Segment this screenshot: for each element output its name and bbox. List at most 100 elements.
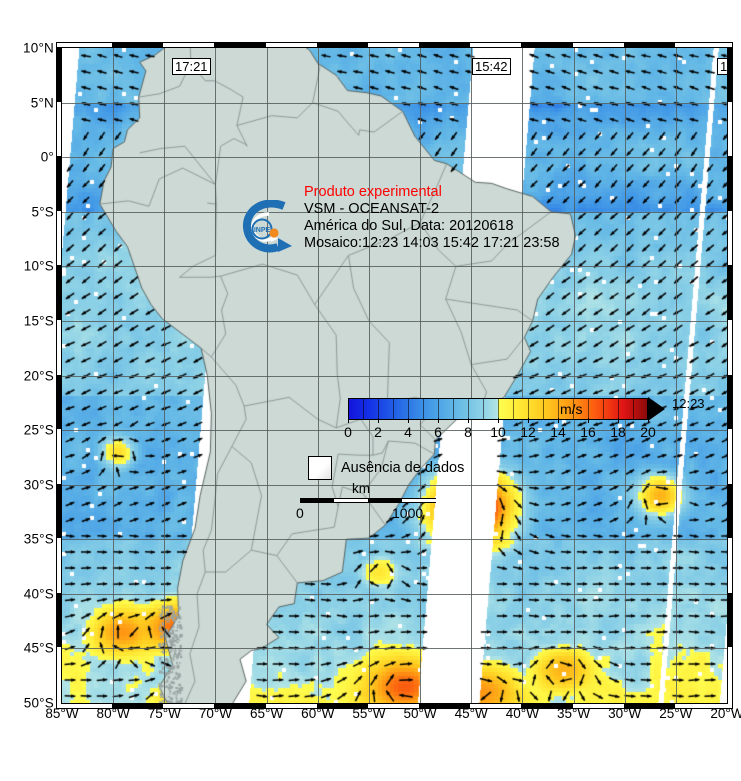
- x-axis-labels: 85°W 80°W 75°W 70°W 65°W 60°W 55°W 50°W 45°W 40°W…: [0, 706, 741, 736]
- colorbar-divider: [363, 398, 364, 420]
- region-date-line: América do Sul, Data: 20120618: [304, 218, 568, 235]
- frame-tick-segment: [728, 47, 733, 102]
- x-axis-tick-label: 75°W: [148, 706, 181, 721]
- colorbar-tick-label: 2: [374, 424, 382, 440]
- frame-tick-segment: [56, 156, 61, 211]
- scale-bar-segments: [300, 498, 436, 503]
- colorbar-tick-label: 20: [640, 424, 656, 440]
- frame-tick-segment: [112, 42, 163, 47]
- no-data-label: Ausência de dados: [341, 460, 464, 476]
- y-axis-tick-label: 15°S: [24, 313, 54, 328]
- frame-tick-segment: [56, 47, 61, 102]
- y-axis-labels: 10°N 5°N 0° 5°S 10°S 15°S 20°S 25°S 30°S 35°S 40°S…: [0, 0, 54, 781]
- x-axis-tick-label: 45°W: [455, 706, 488, 721]
- x-axis-tick-label: 35°W: [557, 706, 590, 721]
- frame-tick-segment: [214, 42, 265, 47]
- frame-tick-segment: [728, 265, 733, 320]
- y-axis-tick-label: 0°: [41, 150, 54, 165]
- inpe-logo-icon: INPE: [238, 200, 302, 256]
- info-panel: INPE Produto experimental VSM - OCEANSAT…: [238, 184, 568, 252]
- colorbar-tick-mark: [558, 418, 559, 423]
- colorbar-arrow-icon: [648, 397, 665, 421]
- colorbar-divider: [453, 398, 454, 420]
- x-axis-tick-label: 20°W: [710, 706, 741, 721]
- colorbar-tick-label: 14: [550, 424, 566, 440]
- swath-time-label: 17:21: [172, 58, 211, 75]
- colorbar-divider: [423, 398, 424, 420]
- x-axis-tick-label: 70°W: [199, 706, 232, 721]
- colorbar-divider: [603, 398, 604, 420]
- frame-tick-segment: [56, 265, 61, 320]
- colorbar-divider: [438, 398, 439, 420]
- frame-tick-segment: [624, 42, 675, 47]
- swath-time-labels: 17:2115:421423:5812:23: [62, 48, 727, 703]
- colorbar-divider: [378, 398, 379, 420]
- colorbar-tick-mark: [408, 418, 409, 423]
- colorbar-divider: [513, 398, 514, 420]
- colorbar-divider: [558, 398, 559, 420]
- scale-seg: [368, 498, 402, 503]
- colorbar-tick-label: 16: [580, 424, 596, 440]
- colorbar-tick-mark: [468, 418, 469, 423]
- colorbar-tick-mark: [528, 418, 529, 423]
- y-axis-tick-label: 5°N: [31, 95, 54, 110]
- no-data-swatch: [308, 456, 332, 480]
- scale-seg: [402, 498, 436, 503]
- colorbar-tick-label: 4: [404, 424, 412, 440]
- colorbar-tick-label: 6: [434, 424, 442, 440]
- no-data-legend: Ausência de dados: [308, 456, 464, 480]
- y-axis-tick-label: 5°S: [31, 204, 54, 219]
- colorbar-tick-mark: [588, 418, 589, 423]
- colorbar-tick-label: 8: [464, 424, 472, 440]
- frame-tick-segment: [56, 484, 61, 539]
- colorbar-tick-mark: [618, 418, 619, 423]
- colorbar-divider: [483, 398, 484, 420]
- colorbar-tick-mark: [498, 418, 499, 423]
- frame-tick-segment: [56, 593, 61, 648]
- swath-time-label: 15:42: [472, 58, 511, 75]
- svg-text:INPE: INPE: [254, 227, 271, 234]
- x-axis-tick-label: 40°W: [506, 706, 539, 721]
- scale-bar-start: 0: [296, 505, 304, 521]
- colorbar-tick-label: 10: [490, 424, 506, 440]
- scale-seg: [334, 498, 368, 503]
- wind-map-figure: 10°N 5°N 0° 5°S 10°S 15°S 20°S 25°S 30°S 35°S 40°S…: [0, 0, 741, 781]
- scale-bar-unit: km: [352, 481, 370, 496]
- y-axis-tick-label: 35°S: [24, 532, 54, 547]
- y-axis-tick-label: 45°S: [24, 641, 54, 656]
- colorbar-tick-label: 18: [610, 424, 626, 440]
- frame-tick-segment: [728, 593, 733, 648]
- frame-tick-segment: [521, 42, 572, 47]
- y-axis-tick-label: 10°N: [23, 41, 54, 56]
- colorbar-unit: m/s: [560, 401, 583, 417]
- frame-tick-segment: [728, 156, 733, 211]
- frame-tick-segment: [728, 375, 733, 430]
- frame-tick-segment: [56, 375, 61, 430]
- colorbar-tick-mark: [348, 418, 349, 423]
- colorbar-divider: [498, 398, 499, 420]
- colorbar-tick-label: 12: [520, 424, 536, 440]
- colorbar-divider: [408, 398, 409, 420]
- x-axis-tick-label: 65°W: [250, 706, 283, 721]
- colorbar-tick-mark: [438, 418, 439, 423]
- experimental-title: Produto experimental: [304, 184, 568, 201]
- x-axis-tick-label: 50°W: [403, 706, 436, 721]
- y-axis-tick-label: 40°S: [24, 586, 54, 601]
- x-axis-tick-label: 30°W: [608, 706, 641, 721]
- colorbar-tick-labels: 0 2 4 6 8 10 12 14 16 18 20: [348, 422, 648, 442]
- colorbar-divider: [393, 398, 394, 420]
- scale-seg: [300, 498, 334, 503]
- y-axis-tick-label: 10°S: [24, 259, 54, 274]
- x-axis-tick-label: 60°W: [301, 706, 334, 721]
- x-axis-tick-label: 25°W: [659, 706, 692, 721]
- swath-time-label: 14: [717, 58, 727, 75]
- colorbar: [348, 398, 648, 420]
- swath-time-label: 12:23: [670, 396, 707, 411]
- colorbar-divider: [468, 398, 469, 420]
- frame-tick-segment: [419, 42, 470, 47]
- y-axis-tick-label: 20°S: [24, 368, 54, 383]
- colorbar-divider: [618, 398, 619, 420]
- colorbar-tick-mark: [378, 418, 379, 423]
- map-canvas: 17:2115:421423:5812:23 INPE Produto expe…: [62, 48, 727, 703]
- colorbar-divider: [588, 398, 589, 420]
